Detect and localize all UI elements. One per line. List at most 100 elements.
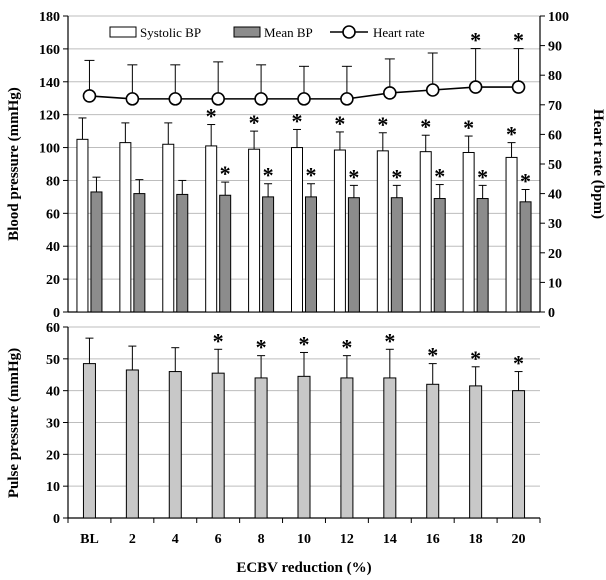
top-panel: 0 20 40 60 80 100 120 140 160 180 0 10 20 30 40 50 60 70…	[6, 10, 606, 321]
top-right-tick-label: 100	[548, 10, 569, 25]
significance-star-mean: *	[306, 163, 317, 188]
bottom-left-tick-label: 60	[46, 321, 60, 336]
top-left-tick-label: 140	[39, 76, 60, 91]
top-left-tick-label: 120	[39, 109, 60, 124]
significance-star-mean: *	[477, 164, 488, 189]
significance-star-systolic: *	[463, 115, 474, 140]
significance-star-mean: *	[434, 164, 445, 189]
top-right-tick-label: 40	[548, 188, 562, 203]
bar-mean	[90, 191, 103, 313]
bar-pulse-pressure	[168, 371, 182, 519]
bar-systolic	[205, 145, 218, 313]
significance-star-systolic: *	[334, 111, 345, 136]
x-tick-label: 12	[340, 532, 354, 547]
top-left-tick-label: 0	[53, 306, 60, 321]
significance-star-mean: *	[348, 164, 359, 189]
heart-rate-point	[254, 92, 268, 106]
heart-rate-point	[211, 92, 225, 106]
heart-rate-point	[383, 86, 397, 100]
bar-pulse-pressure	[340, 377, 354, 519]
top-legend: Systolic BP Mean BP Heart rate	[109, 25, 425, 40]
significance-star-systolic: *	[420, 114, 431, 139]
bar-pulse-pressure	[125, 369, 139, 519]
bottom-left-tick-label: 10	[46, 480, 60, 495]
bottom-left-tick-label: 50	[46, 353, 60, 368]
bottom-left-tick-label: 30	[46, 417, 60, 432]
top-left-tick-labels: 0 20 40 60 80 100 120 140 160 180	[39, 10, 68, 321]
bar-pulse-pressure	[297, 375, 311, 519]
heart-rate-point	[297, 92, 311, 106]
significance-star-pulse-pressure: *	[213, 328, 224, 353]
top-left-tick-label: 100	[39, 142, 60, 157]
x-tick-label: 20	[512, 532, 526, 547]
bar-systolic	[419, 151, 432, 313]
top-left-tick-label: 80	[46, 174, 60, 189]
bar-pulse-pressure	[469, 385, 483, 519]
top-right-tick-label: 70	[548, 99, 562, 114]
top-right-tick-labels: 0 10 20 30 40 50 60 70 80 90 100	[540, 10, 569, 321]
bottom-panel: 0 10 20 30 40 50 60 * * * * * * * * BL 2 4 6 8 10 12 14 16 18 2…	[6, 321, 541, 576]
significance-star-pulse-pressure: *	[513, 351, 524, 376]
top-left-tick-label: 180	[39, 10, 60, 25]
heart-rate-point	[168, 92, 183, 106]
top-left-tick-label: 40	[46, 240, 60, 255]
legend-swatch-systolic	[109, 26, 137, 38]
significance-star-systolic: *	[377, 112, 388, 137]
significance-star-pulse-pressure: *	[470, 346, 481, 371]
significance-star-systolic: *	[506, 122, 517, 147]
bar-mean	[347, 197, 360, 313]
top-left-tick-label: 160	[39, 43, 60, 58]
bar-mean	[262, 196, 275, 313]
x-tick-label: BL	[80, 532, 99, 547]
bottom-left-tick-label: 0	[53, 512, 60, 527]
significance-star-systolic: *	[292, 108, 303, 133]
bottom-left-tick-label: 40	[46, 385, 60, 400]
bar-systolic	[376, 150, 389, 313]
significance-star-mean: *	[520, 168, 531, 193]
significance-star-mean: *	[220, 161, 231, 186]
x-tick-label: 4	[172, 532, 179, 547]
top-gridlines	[68, 15, 540, 280]
bar-systolic	[119, 142, 132, 313]
significance-star-pulse-pressure: *	[299, 331, 310, 356]
bar-systolic	[462, 151, 475, 313]
significance-star-systolic: *	[249, 110, 260, 135]
bottom-left-tick-label: 20	[46, 448, 60, 463]
top-data-marks: * * * * * * * ** * * * * * * ** *	[76, 28, 532, 313]
x-axis-label: ECBV reduction (%)	[236, 560, 371, 576]
top-left-tick-label: 20	[46, 273, 60, 288]
top-right-tick-label: 10	[548, 276, 562, 291]
x-tick-label: 14	[383, 532, 397, 547]
x-tick-label: 2	[129, 532, 136, 547]
top-right-tick-label: 50	[548, 158, 562, 173]
x-tick-labels: BL 2 4 6 8 10 12 14 16 18 20	[67, 518, 541, 547]
x-tick-label: 16	[426, 532, 440, 547]
bar-systolic	[162, 143, 175, 313]
bar-pulse-pressure	[383, 377, 397, 519]
x-tick-label: 10	[297, 532, 311, 547]
bar-mean	[305, 196, 317, 313]
x-tick-label: 18	[469, 532, 483, 547]
bar-pulse-pressure	[512, 390, 526, 519]
top-right-tick-label: 0	[548, 306, 555, 321]
bottom-y-axis-label: Pulse pressure (mmHg)	[6, 348, 22, 498]
bar-mean	[176, 193, 189, 313]
heart-rate-point	[82, 89, 97, 103]
top-y-axis-label: Blood pressure (mmHg)	[6, 87, 22, 241]
significance-star-heart-rate: *	[470, 28, 481, 53]
significance-star-pulse-pressure: *	[427, 343, 438, 368]
bar-pulse-pressure	[211, 372, 225, 519]
top-right-tick-label: 30	[548, 217, 562, 232]
top-y2-axis-label: Heart rate (bpm)	[590, 109, 606, 219]
bar-mean	[390, 197, 403, 313]
significance-star-pulse-pressure: *	[384, 328, 395, 353]
bar-pulse-pressure	[426, 383, 440, 519]
bar-systolic	[248, 148, 261, 313]
heart-rate-point	[340, 92, 354, 106]
legend-label-heart-rate: Heart rate	[373, 25, 425, 40]
bar-systolic	[76, 138, 89, 313]
bar-pulse-pressure	[254, 377, 268, 519]
bar-mean	[433, 198, 446, 313]
bottom-data-marks: * * * * * * * *	[82, 328, 526, 519]
